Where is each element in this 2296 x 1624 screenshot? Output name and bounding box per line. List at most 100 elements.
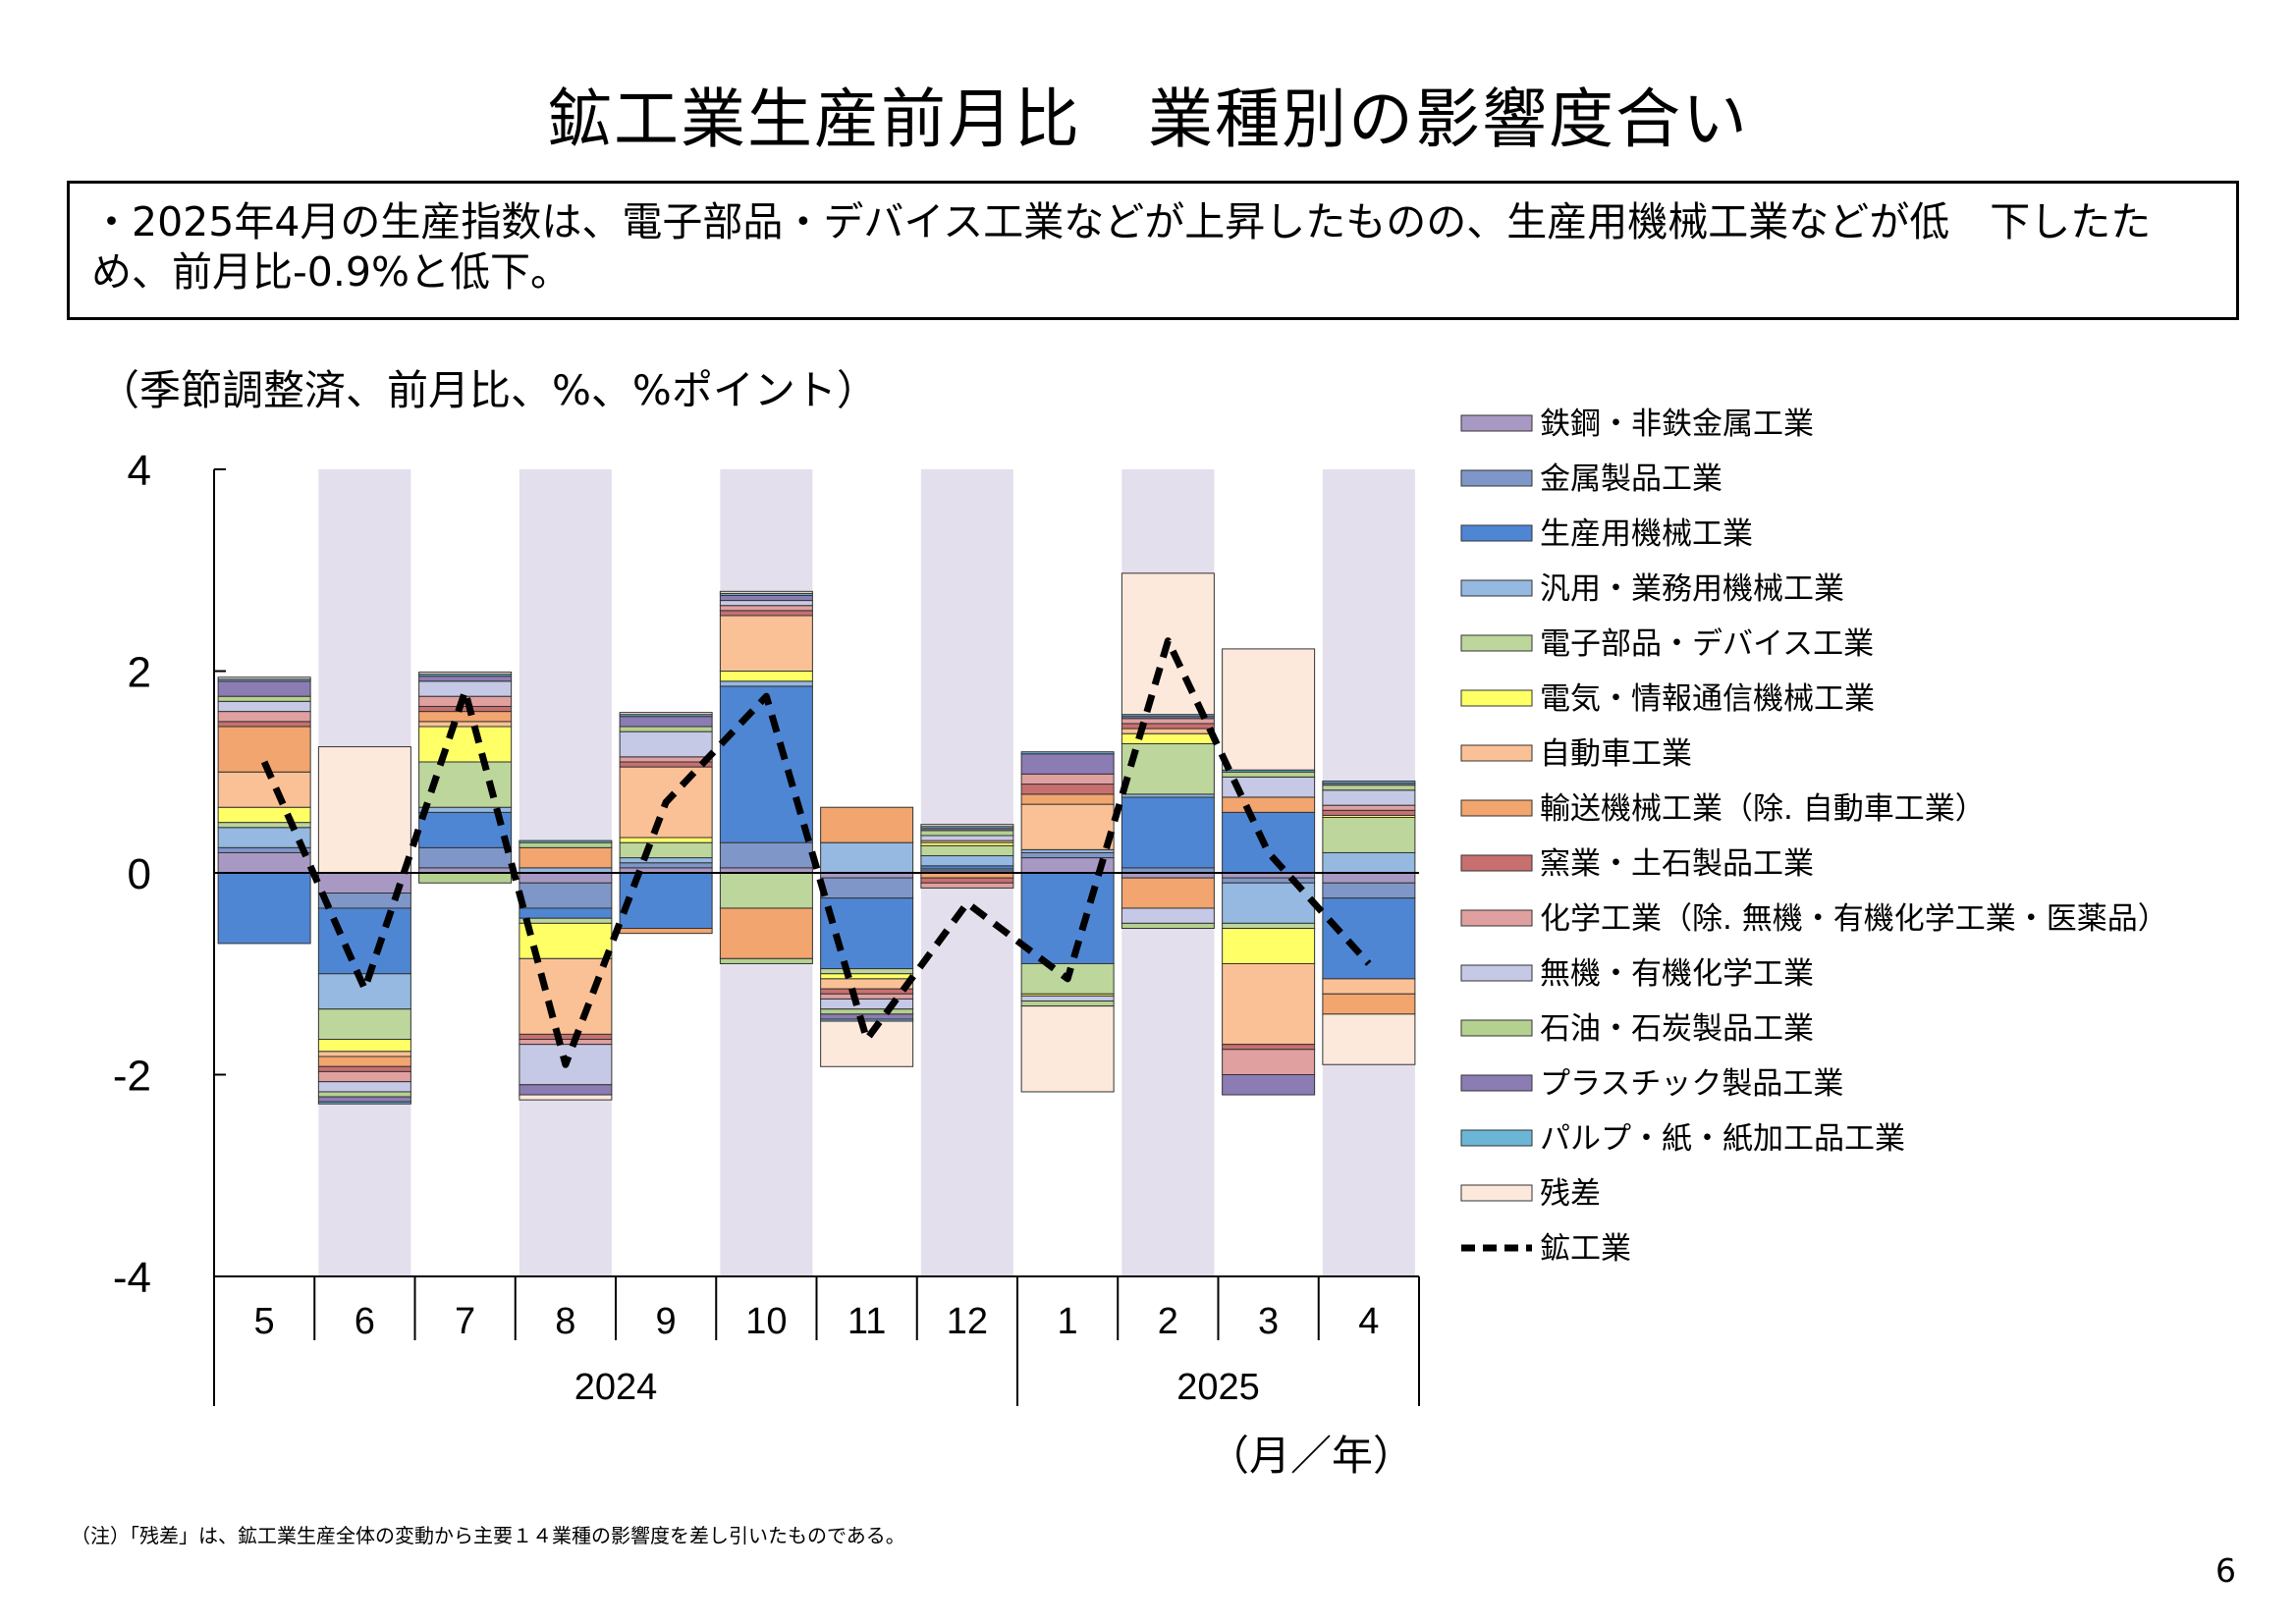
bar-segment <box>317 1101 411 1105</box>
bar-segment <box>719 594 813 602</box>
bar-segment <box>1222 811 1316 874</box>
bar-segment <box>1322 1013 1416 1065</box>
bar-segment <box>317 907 411 975</box>
bar-segment <box>920 877 1014 884</box>
bar-segment <box>217 846 311 853</box>
x-tick-label: 12 <box>947 1301 988 1342</box>
legend-label: 輸送機械工業（除. 自動車工業） <box>1540 791 1986 827</box>
summary-text: ・2025年4月の生産指数は、電子部品・デバイス工業などが上昇したものの、生産用… <box>91 198 2152 296</box>
bar-segment <box>519 907 613 919</box>
bar-segment <box>217 851 311 874</box>
bar-segment <box>619 928 713 935</box>
bar-segment <box>1020 773 1115 785</box>
x-unit-label: （月／年） <box>1208 1432 1414 1480</box>
bar-segment <box>1322 882 1416 899</box>
bar-stacks <box>217 572 1416 1105</box>
legend-label: 無機・有機化学工業 <box>1540 956 1814 992</box>
legend-swatch <box>1460 579 1533 597</box>
bar-segment <box>619 857 713 864</box>
bar-segment <box>519 957 613 1035</box>
legend-swatch <box>1460 909 1533 927</box>
bar-segment <box>519 1084 613 1096</box>
bar-segment <box>519 882 613 909</box>
bar-segment <box>920 824 1014 828</box>
bar-segment <box>1020 753 1115 775</box>
x-tick-label: 1 <box>1058 1301 1078 1342</box>
bar-segment <box>1322 897 1416 980</box>
bar-segment <box>217 695 311 702</box>
bar-segment <box>418 726 513 763</box>
bar-segment <box>519 1094 613 1101</box>
bar-segment <box>719 610 813 617</box>
bar-segment <box>519 846 613 869</box>
bar-segment <box>619 726 713 732</box>
bar-segment <box>317 1096 411 1103</box>
x-tick-label: 10 <box>745 1301 787 1342</box>
bar-segment <box>217 872 311 945</box>
x-tick-label: 2 <box>1158 1301 1178 1342</box>
legend-label: 窯業・土石製品工業 <box>1540 846 1814 882</box>
bar-segment <box>1121 922 1215 930</box>
bar-segment <box>820 897 914 970</box>
bar-segment <box>418 672 513 676</box>
bar-segment <box>1020 1000 1115 1007</box>
legend-swatch <box>1460 799 1533 817</box>
bar-segment <box>1121 723 1215 730</box>
bar-segment <box>418 711 513 723</box>
bar-segment <box>217 711 311 723</box>
bar-segment <box>1322 816 1416 853</box>
bar-segment <box>719 605 813 612</box>
bar-segment <box>1121 877 1215 909</box>
legend-swatch <box>1460 854 1533 872</box>
bar-segment <box>719 680 813 687</box>
y-tick-label: 0 <box>128 850 151 898</box>
legend-swatch <box>1460 1184 1533 1202</box>
legend-label: 電気・情報通信機械工業 <box>1540 681 1875 717</box>
bar-segment <box>1222 771 1316 778</box>
bar-segment <box>719 685 813 843</box>
bar-segment <box>217 677 311 680</box>
bar-segment <box>519 839 613 843</box>
bar-segment <box>317 1091 411 1098</box>
footnote: （注）「残差」は、鉱工業生産全体の変動から主要１４業種の影響度を差し引いたもので… <box>71 1524 905 1547</box>
bar-segment <box>719 957 813 964</box>
legend-label: 残差 <box>1540 1176 1601 1212</box>
legend-swatch <box>1460 1074 1533 1092</box>
bar-segment <box>1020 803 1115 850</box>
legend-label: 金属製品工業 <box>1540 461 1722 497</box>
bar-segment <box>619 837 713 843</box>
bar-segment <box>519 841 613 848</box>
bar-segment <box>1222 796 1316 813</box>
bar-segment <box>317 1008 411 1041</box>
bar-segment <box>1222 648 1316 771</box>
legend-swatch <box>1460 634 1533 652</box>
bar-segment <box>217 827 311 848</box>
legend-label: 石油・石炭製品工業 <box>1540 1011 1814 1047</box>
bar-segment <box>719 841 813 869</box>
bar-segment <box>317 1056 411 1067</box>
bar-segment <box>1020 851 1115 859</box>
bar-segment <box>1322 789 1416 806</box>
legend-swatch <box>1460 1019 1533 1037</box>
bar-segment <box>619 756 713 763</box>
bar-segment <box>1222 877 1316 884</box>
bar-segment <box>1020 784 1115 795</box>
bar-segment <box>719 590 813 594</box>
legend-label: 汎用・業務用機械工業 <box>1540 571 1844 607</box>
bar-segment <box>217 771 311 808</box>
legend-label: 電子部品・デバイス工業 <box>1540 626 1874 662</box>
bar-segment <box>719 615 813 672</box>
bar-segment <box>418 705 513 713</box>
x-tick-label: 9 <box>656 1301 677 1342</box>
bar-segment <box>619 716 713 728</box>
bar-segment <box>1121 732 1215 744</box>
bar-segment <box>1020 995 1115 1001</box>
bar-segment <box>1322 809 1416 816</box>
bar-segment <box>820 988 914 995</box>
bar-segment <box>317 1051 411 1057</box>
bar-segment <box>719 671 813 682</box>
x-tick-label: 7 <box>455 1301 475 1342</box>
bar-segment <box>317 1065 411 1072</box>
